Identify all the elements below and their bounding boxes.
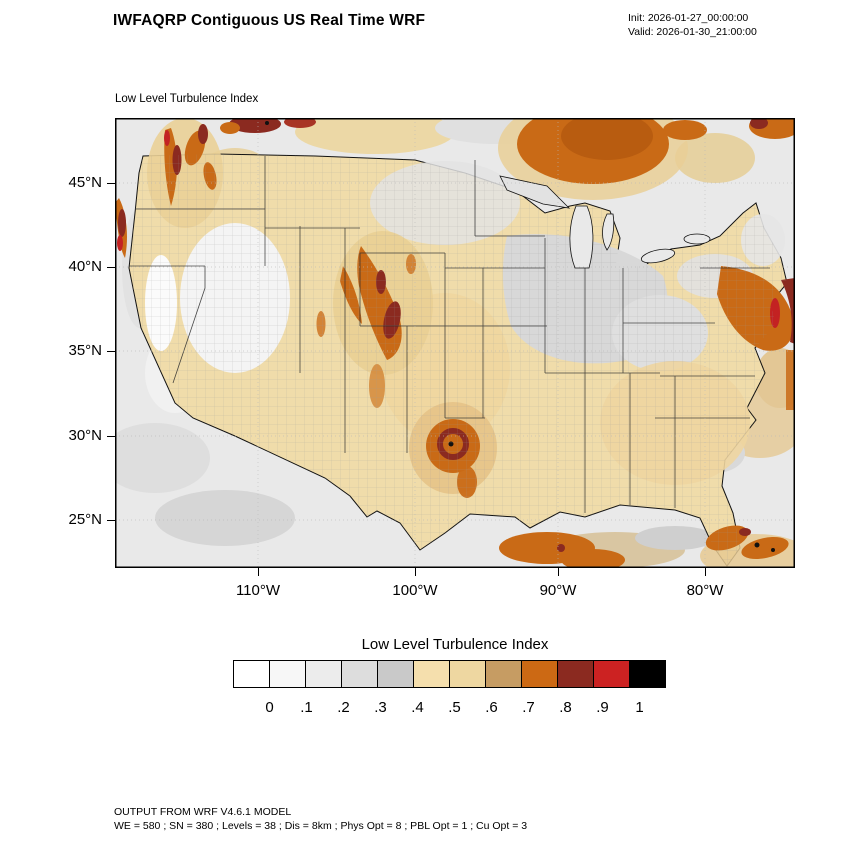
- x-axis-tick: [705, 568, 707, 576]
- legend-color-box: [593, 660, 630, 688]
- legend-color-box: [305, 660, 342, 688]
- legend-tick-label: .4: [411, 699, 424, 716]
- conus-map-svg: [115, 118, 795, 568]
- map-layers: [115, 118, 795, 568]
- legend-color-box: [449, 660, 486, 688]
- latlon-gridlines: [115, 118, 795, 568]
- footer: OUTPUT FROM WRF V4.6.1 MODEL WE = 580 ; …: [114, 806, 527, 833]
- plot-title: IWFAQRP Contiguous US Real Time WRF: [113, 12, 426, 29]
- y-axis-tick-label: 35°N: [68, 342, 102, 359]
- x-axis-tick-label: 80°W: [686, 582, 724, 599]
- map-frame: [115, 118, 795, 568]
- legend-tick-label: .3: [374, 699, 387, 716]
- x-axis-tick: [558, 568, 560, 576]
- y-axis-tick: [107, 436, 115, 438]
- legend-tick-label: .2: [337, 699, 350, 716]
- x-axis-tick-label: 100°W: [392, 582, 438, 599]
- init-valid-block: Init: 2026-01-27_00:00:00 Valid: 2026-01…: [628, 11, 757, 39]
- legend-tick-label: 1: [635, 699, 644, 716]
- legend-colorbar: [233, 660, 666, 688]
- y-axis-tick-label: 40°N: [68, 258, 102, 275]
- valid-time: Valid: 2026-01-30_21:00:00: [628, 26, 757, 38]
- legend-color-box: [629, 660, 666, 688]
- legend-tick-label: .6: [485, 699, 498, 716]
- legend-color-box: [269, 660, 306, 688]
- legend-tick-label: .5: [448, 699, 461, 716]
- legend-color-box: [485, 660, 522, 688]
- footer-line1: OUTPUT FROM WRF V4.6.1 MODEL: [114, 806, 292, 818]
- legend-color-box: [233, 660, 270, 688]
- y-axis-tick: [107, 183, 115, 185]
- great-lakes: [499, 175, 711, 269]
- legend-title: Low Level Turbulence Index: [361, 636, 549, 653]
- legend-color-box: [557, 660, 594, 688]
- legend-tick-label: .7: [522, 699, 535, 716]
- legend-color-box: [377, 660, 414, 688]
- legend-color-box: [521, 660, 558, 688]
- legend-tick-label: .8: [559, 699, 572, 716]
- state-boundaries: [129, 156, 770, 513]
- legend-tick-label: .9: [596, 699, 609, 716]
- init-time: Init: 2026-01-27_00:00:00: [628, 12, 749, 24]
- y-axis-tick-label: 30°N: [68, 427, 102, 444]
- x-axis-tick: [415, 568, 417, 576]
- map-area: [115, 118, 795, 568]
- legend-color-box: [341, 660, 378, 688]
- x-axis-tick-label: 110°W: [235, 582, 281, 599]
- y-axis-tick-label: 45°N: [68, 174, 102, 191]
- y-axis-tick-label: 25°N: [68, 511, 102, 528]
- y-axis-tick: [107, 267, 115, 269]
- legend-color-box: [413, 660, 450, 688]
- footer-line2: WE = 580 ; SN = 380 ; Levels = 38 ; Dis …: [114, 819, 528, 832]
- y-axis-tick: [107, 520, 115, 522]
- x-axis-tick-label: 90°W: [539, 582, 577, 599]
- x-axis-tick: [258, 568, 260, 576]
- legend-tick-label: .1: [300, 699, 313, 716]
- legend-tick-labels: 0 .1 .2 .3 .4 .5 .6 .7 .8 .9 1: [233, 699, 658, 716]
- field-label: Low Level Turbulence Index: [115, 93, 259, 105]
- y-axis-tick: [107, 351, 115, 353]
- legend-tick-label: 0: [265, 699, 274, 716]
